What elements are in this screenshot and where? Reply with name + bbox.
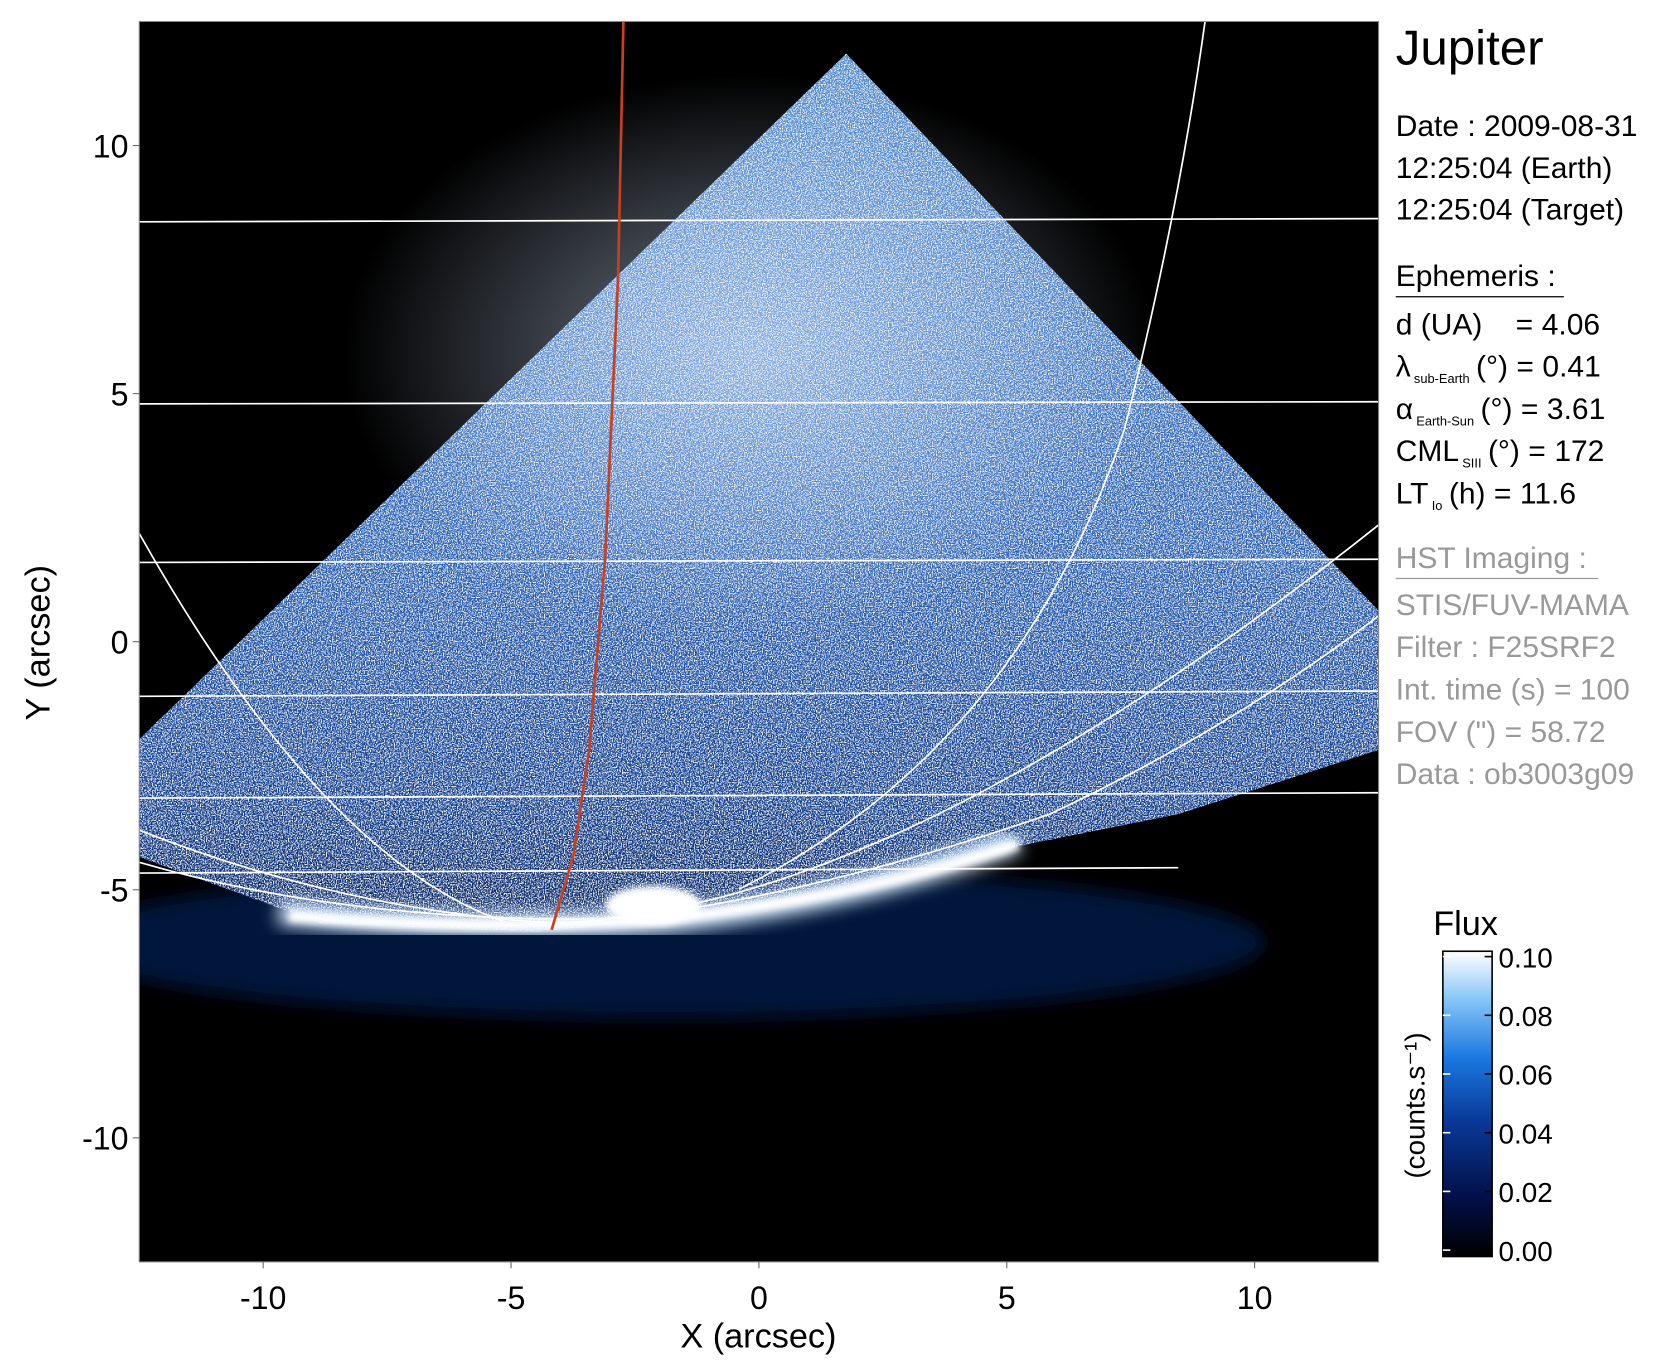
colorbar-tick-label: 0.02 [1499, 1177, 1553, 1208]
y-tick-label: -5 [100, 873, 129, 909]
ephemeris-unit: (°) = [1476, 351, 1534, 384]
ephemeris-symbol: CML [1396, 435, 1459, 468]
ephemeris-symbol: d (UA) = [1396, 308, 1533, 341]
ephemeris-line: CML SIII (°) = 172 [1396, 435, 1605, 470]
ephemeris-line: α Earth-Sun (°) = 3.61 [1396, 393, 1606, 428]
date-line: 12:25:04 (Target) [1396, 194, 1624, 227]
colorbar [1442, 950, 1493, 1258]
colorbar-label: (counts.s⁻¹) [1400, 1032, 1431, 1178]
ephemeris-title: Ephemeris : [1396, 260, 1556, 293]
instrument-line: FOV (") = 58.72 [1396, 716, 1606, 749]
colorbar-tick-label: 0.10 [1499, 942, 1553, 973]
y-tick-label: 0 [111, 624, 129, 660]
io-footprint [550, 21, 625, 931]
disk-noise [139, 53, 1379, 932]
ephemeris-subscript: sub-Earth [1414, 371, 1470, 386]
ephemeris-value: 3.61 [1547, 393, 1605, 426]
y-tick-label: -10 [82, 1121, 128, 1157]
ephemeris-symbol: α [1396, 393, 1413, 426]
y-axis-label: Y (arcsec) [19, 565, 57, 721]
ephemeris-line: LT Io (h) = 11.6 [1396, 478, 1576, 513]
instrument-line: STIS/FUV-MAMA [1396, 589, 1629, 622]
x-axis-label: X (arcsec) [680, 1318, 836, 1356]
ephemeris-line: λ sub-Earth (°) = 0.41 [1396, 351, 1601, 386]
ephemeris-value: 11.6 [1520, 478, 1576, 511]
date-line: Date : 2009-08-31 [1396, 110, 1638, 143]
y-tick-label: 10 [93, 128, 129, 164]
colorbar-tick-label: 0.06 [1499, 1060, 1553, 1091]
ephemeris-value: 4.06 [1542, 308, 1600, 341]
ephemeris-value: 0.41 [1542, 351, 1600, 384]
ephemeris-subscript: SIII [1462, 456, 1481, 471]
ephemeris-subscript: Io [1432, 498, 1443, 513]
planet-grid [139, 21, 1379, 925]
instrument-title: HST Imaging : [1396, 542, 1587, 575]
instrument-line: Filter : F25SRF2 [1396, 631, 1616, 664]
ephemeris-symbol: λ [1396, 351, 1411, 384]
colorbar-tick-label: 0.04 [1499, 1118, 1553, 1149]
date-line: 12:25:04 (Earth) [1396, 152, 1613, 185]
x-tick-label: -5 [497, 1280, 526, 1316]
colorbar-tick-label: 0.08 [1499, 1001, 1553, 1032]
y-tick-label: 5 [111, 376, 129, 412]
ephemeris-line: d (UA) = 4.06 [1396, 308, 1600, 341]
x-tick-label: 0 [750, 1280, 768, 1316]
ephemeris-subscript: Earth-Sun [1416, 413, 1474, 428]
x-tick-label: 10 [1237, 1280, 1273, 1316]
colorbar-title: Flux [1433, 905, 1498, 943]
ephemeris-symbol: LT [1396, 478, 1429, 511]
x-tick-label: -10 [240, 1280, 286, 1316]
ephemeris-unit: (°) = [1488, 435, 1546, 468]
ephemeris-unit: (h) = [1449, 478, 1512, 511]
ephemeris-value: 172 [1554, 435, 1604, 468]
aurora-spot [605, 885, 702, 925]
image-plot [139, 21, 1379, 1262]
colorbar-tick-label: 0.00 [1499, 1236, 1553, 1267]
ephemeris-unit: (°) = [1481, 393, 1539, 426]
chart-title: Jupiter [1396, 20, 1544, 75]
x-tick-label: 5 [998, 1280, 1016, 1316]
instrument-line: Data : ob3003g09 [1396, 758, 1634, 791]
instrument-line: Int. time (s) = 100 [1396, 674, 1630, 707]
